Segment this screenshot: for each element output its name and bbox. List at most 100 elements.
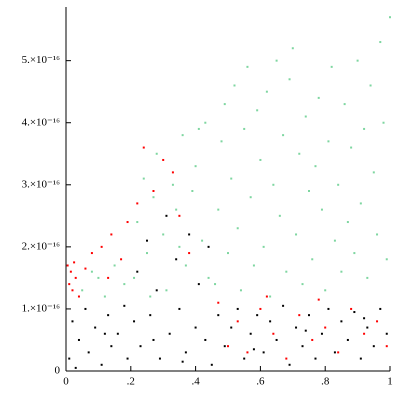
point [246,351,249,354]
point [110,345,113,348]
point [149,295,152,298]
point [382,121,385,124]
point [152,196,155,199]
point [366,326,369,329]
point [197,283,200,286]
point [272,183,275,186]
point [191,190,194,192]
point [320,208,323,211]
point [113,264,116,267]
point [188,233,191,236]
point [366,276,369,279]
point [100,363,103,366]
point [262,245,265,248]
point [155,289,158,292]
point [346,338,349,341]
point [265,90,268,93]
point [103,332,106,335]
point [259,307,262,310]
point [74,366,77,369]
point [385,332,388,335]
point [220,140,223,143]
point [84,267,87,270]
point [207,276,210,279]
point [152,190,155,192]
point [337,351,340,354]
point [178,214,181,217]
point [175,208,178,211]
point [178,307,181,310]
point [146,252,148,255]
point [149,314,152,317]
point [265,295,268,298]
point [233,84,236,87]
point [77,295,80,298]
point [243,127,246,130]
point [278,214,281,217]
point [120,258,123,261]
point [363,127,366,130]
point [249,332,252,335]
point [333,239,336,242]
point [314,165,317,168]
point [282,134,285,137]
y-tick-label: 4.×10⁻¹⁶ [22,116,61,128]
point [239,289,242,292]
point [142,177,145,180]
point [372,345,375,348]
point [317,96,320,99]
point [337,183,340,186]
point [298,152,301,155]
point [327,307,330,310]
point [308,314,310,317]
point [217,301,220,304]
point [252,264,255,267]
y-tick-label: 1.×10⁻¹⁶ [22,302,61,314]
point [184,351,187,354]
point [230,326,233,329]
x-tick-label: 0 [63,376,69,388]
point [227,252,229,255]
y-tick-label: 3.×10⁻¹⁶ [22,178,61,190]
point [359,202,362,205]
point [158,357,161,360]
point [314,357,317,360]
point [379,307,382,310]
point [350,146,353,149]
point [262,351,265,354]
point [136,221,139,224]
point [74,276,77,279]
point [162,233,165,236]
point [69,270,72,273]
x-tick-label: .6 [256,376,265,388]
point [133,276,136,279]
point [230,177,233,180]
point [285,270,288,273]
point [343,103,346,106]
point [194,326,197,329]
point [201,239,204,242]
point [77,338,80,341]
point [194,165,197,168]
point [259,158,262,161]
point [363,332,366,335]
x-tick-label: .4 [191,376,200,388]
point [353,252,356,255]
point [214,283,217,286]
point [340,270,343,273]
point [165,289,168,292]
point [311,338,314,341]
point [369,84,372,87]
point [275,59,278,62]
y-tick-label: 0 [55,365,61,377]
x-tick-label: .2 [127,376,135,388]
point [269,320,272,323]
point [184,264,187,267]
point [175,258,178,261]
point [90,270,93,273]
point [81,289,84,292]
point [353,311,356,314]
point [333,351,336,354]
point [223,103,226,106]
